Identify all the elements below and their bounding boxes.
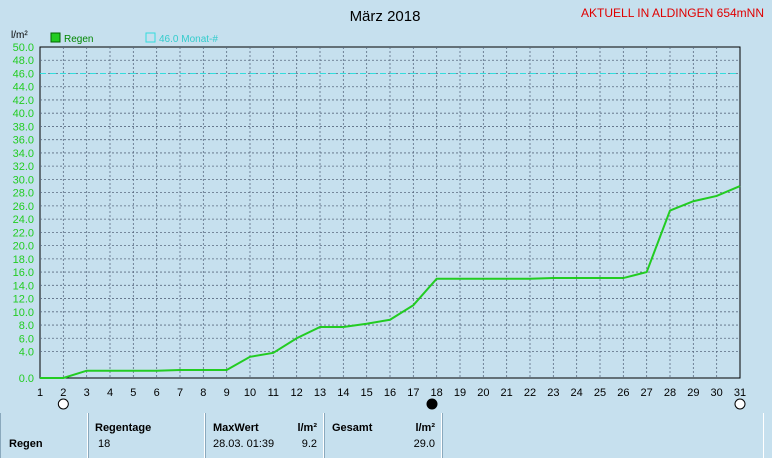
row-label-cell: Regen <box>0 413 88 458</box>
summary-table: Regen Regentage 18 MaxWert l/m² 28.03. 0… <box>0 413 772 458</box>
y-tick-label: 10.0 <box>13 307 34 319</box>
x-tick-label: 19 <box>454 387 466 399</box>
x-tick-label: 26 <box>617 387 629 399</box>
grid-lines <box>40 47 740 378</box>
y-tick-label: 30.0 <box>13 174 34 186</box>
x-tick-label: 1 <box>37 387 43 399</box>
x-tick-label: 25 <box>594 387 606 399</box>
x-tick-label: 5 <box>130 387 136 399</box>
x-tick-label: 23 <box>547 387 559 399</box>
x-tick-label: 10 <box>244 387 256 399</box>
y-tick-label: 46.0 <box>13 68 34 80</box>
empty-cell <box>442 413 764 458</box>
x-tick-label: 17 <box>407 387 419 399</box>
gesamt-value: 29.0 <box>413 438 435 450</box>
y-tick-label: 28.0 <box>13 188 34 200</box>
maxwert-unit: l/m² <box>297 422 317 434</box>
y-tick-label: 34.0 <box>13 148 34 160</box>
y-tick-label: 42.0 <box>13 95 34 107</box>
y-tick-label: 36.0 <box>13 135 34 147</box>
regentage-value: 18 <box>98 438 111 450</box>
x-tick-label: 24 <box>571 387 583 399</box>
gesamt-header: Gesamt <box>332 422 373 434</box>
x-tick-label: 4 <box>107 387 113 399</box>
y-tick-label: 44.0 <box>13 82 34 94</box>
full-moon-icon <box>57 398 69 410</box>
y-tick-label: 4.0 <box>19 347 34 359</box>
y-tick-labels: 0.0 4.0 6.08.010.012.0 14.016.018.020.0 22.0… <box>13 42 34 385</box>
x-tick-label: 27 <box>641 387 653 399</box>
x-tick-label: 18 <box>431 387 443 399</box>
regentage-cell: Regentage 18 <box>88 413 205 458</box>
x-tick-label: 8 <box>200 387 206 399</box>
x-tick-label: 14 <box>337 387 349 399</box>
gesamt-cell: Gesamt l/m² 29.0 <box>324 413 442 458</box>
x-tick-label: 15 <box>361 387 373 399</box>
x-tick-label: 29 <box>687 387 699 399</box>
rain-chart: März 2018 AKTUELL IN ALDINGEN 654mNN l/m… <box>11 6 764 410</box>
chart-title: März 2018 <box>350 8 421 25</box>
legend-label-regen: Regen <box>64 34 93 45</box>
x-tick-label: 16 <box>384 387 396 399</box>
legend-swatch-regen <box>50 32 61 43</box>
regentage-header: Regentage <box>95 422 152 434</box>
regen-series-line <box>40 185 741 379</box>
y-tick-label: 24.0 <box>13 214 34 226</box>
y-tick-label: 32.0 <box>13 161 34 173</box>
y-tick-label: 18.0 <box>13 254 34 266</box>
legend-label-monat: 46.0 Monat-# <box>159 34 218 45</box>
maxwert-cell: MaxWert l/m² 28.03. 01:39 9.2 <box>205 413 324 458</box>
x-tick-label: 7 <box>177 387 183 399</box>
y-tick-label: 0.0 <box>19 373 34 385</box>
x-tick-labels: 1 2 3 4 5 6 7 8 9 10 11 12 13 14 15 16 17 18 19 20 21 22 23 24 2… <box>37 387 746 399</box>
x-tick-label: 2 <box>60 387 66 399</box>
y-tick-label: 20.0 <box>13 241 34 253</box>
station-label: AKTUELL IN ALDINGEN 654mNN <box>581 6 764 20</box>
y-tick-label: 26.0 <box>13 201 34 213</box>
x-tick-label: 12 <box>291 387 303 399</box>
x-tick-label: 6 <box>154 387 160 399</box>
x-tick-label: 21 <box>501 387 513 399</box>
x-tick-label: 31 <box>734 387 746 399</box>
chart-legend: Regen 46.0 Monat-# <box>50 32 218 45</box>
maxwert-header: MaxWert <box>213 422 259 434</box>
y-tick-label: 6.0 <box>19 333 34 345</box>
x-tick-label: 13 <box>314 387 326 399</box>
x-tick-label: 30 <box>711 387 723 399</box>
y-tick-label: 40.0 <box>13 108 34 120</box>
y-tick-label: 50.0 <box>13 42 34 54</box>
x-tick-label: 11 <box>268 387 279 399</box>
moon-phase-markers <box>57 398 746 410</box>
row-label: Regen <box>9 438 43 450</box>
x-tick-label: 20 <box>477 387 489 399</box>
y-tick-label: 12.0 <box>13 294 34 306</box>
y-tick-label: 8.0 <box>19 320 34 332</box>
y-tick-label: 48.0 <box>13 55 34 67</box>
x-tick-label: 22 <box>524 387 536 399</box>
y-tick-label: 38.0 <box>13 121 34 133</box>
x-tick-label: 28 <box>664 387 676 399</box>
x-tick-label: 9 <box>224 387 230 399</box>
full-moon-icon <box>734 398 746 410</box>
x-tick-label: 3 <box>84 387 90 399</box>
y-tick-label: 14.0 <box>13 280 34 292</box>
maxwert-value: 9.2 <box>301 438 317 450</box>
y-axis-label: l/m² <box>11 30 28 41</box>
y-tick-label: 16.0 <box>13 267 34 279</box>
y-tick-label: 22.0 <box>13 227 34 239</box>
legend-swatch-monat <box>145 32 156 43</box>
maxwert-date: 28.03. 01:39 <box>213 438 275 450</box>
new-moon-icon <box>426 398 438 410</box>
gesamt-unit: l/m² <box>415 422 435 434</box>
